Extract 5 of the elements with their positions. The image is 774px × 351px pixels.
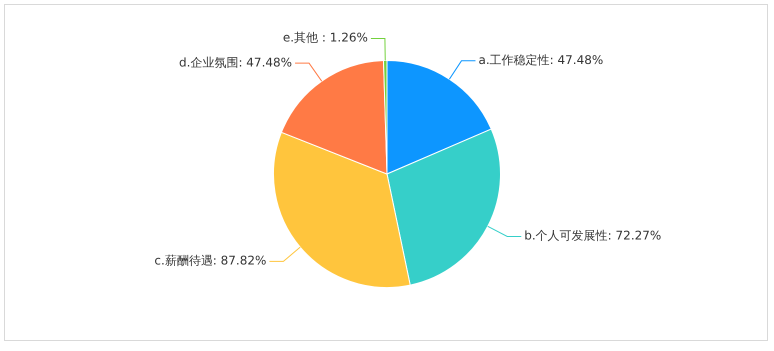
slice-label: e.其他 : 1.26%: [282, 30, 368, 45]
slice-label: c.薪酬待遇: 87.82%: [154, 253, 266, 268]
slice-label: a.工作稳定性: 47.48%: [478, 52, 604, 67]
slice-label: d.企业氛围: 47.48%: [179, 55, 292, 70]
slice-label: b.个人可发展性: 72.27%: [524, 228, 662, 243]
